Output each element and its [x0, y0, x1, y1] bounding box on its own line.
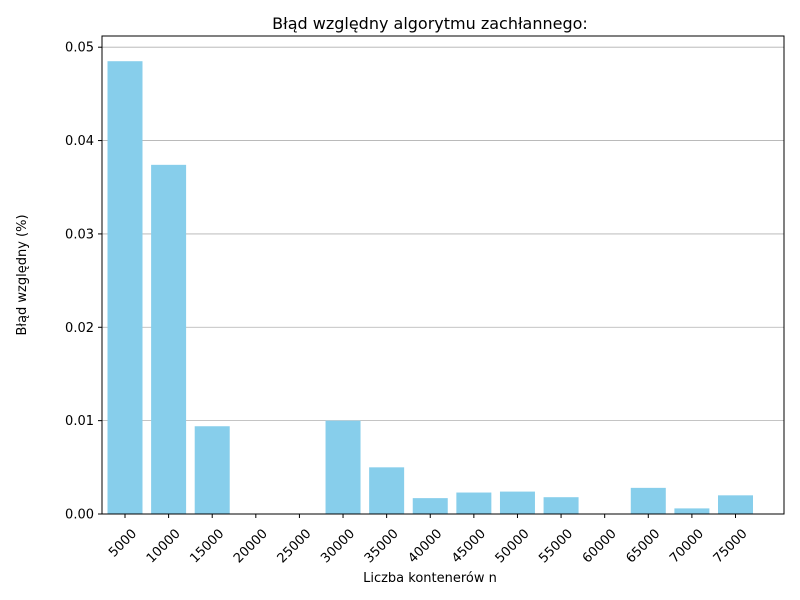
bars	[107, 61, 753, 514]
y-tick-label: 0.01	[65, 414, 94, 429]
bar-30000	[325, 420, 361, 514]
bar-70000	[674, 508, 710, 514]
bar-40000	[412, 498, 448, 514]
chart-title: Błąd względny algorytmu zachłannego:	[272, 14, 588, 33]
bar-50000	[499, 491, 535, 514]
y-axis-label: Błąd względny (%)	[15, 214, 30, 335]
bar-45000	[456, 492, 492, 514]
bar-35000	[369, 467, 405, 514]
y-tick-label: 0.04	[65, 134, 94, 149]
y-tick-label: 0.03	[65, 227, 94, 242]
y-axis-ticks: 0.00 0.01 0.02 0.03 0.04 0.05	[65, 41, 102, 523]
y-tick-label: 0.05	[65, 41, 94, 56]
bar-65000	[630, 487, 666, 514]
bar-10000	[151, 164, 187, 514]
bar-5000	[107, 61, 143, 514]
bar-55000	[543, 497, 579, 514]
y-tick-label: 0.02	[65, 321, 94, 336]
bar-75000	[718, 495, 753, 514]
plot-frame	[101, 35, 785, 515]
x-axis-label: Liczba kontenerów n	[363, 571, 497, 586]
bar-15000	[194, 426, 230, 514]
y-tick-label: 0.00	[65, 508, 94, 523]
